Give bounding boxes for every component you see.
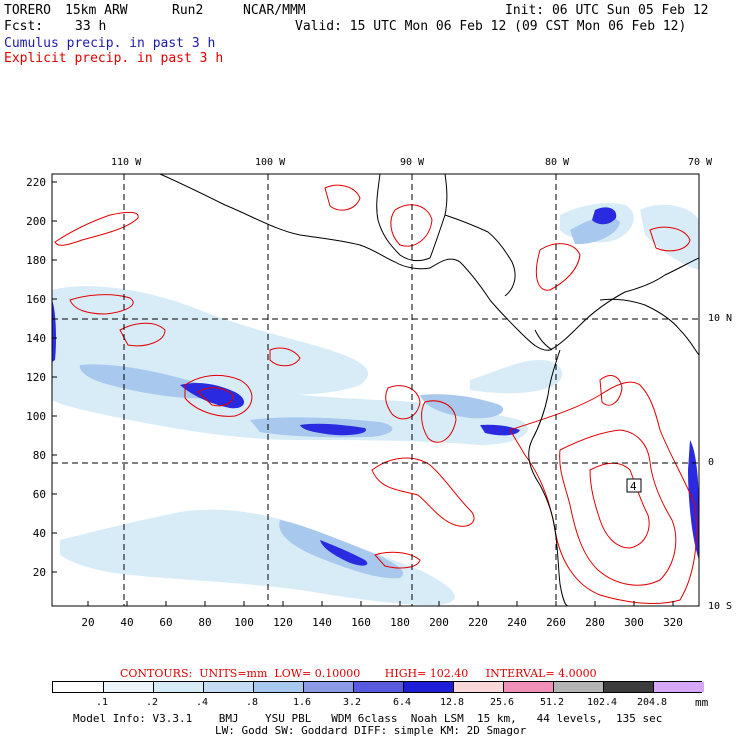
model-info-line2: LW: Godd SW: Goddard DIFF: simple KM: 2D… [215,724,527,737]
x-tick-label: 320 [663,616,683,629]
x-tick-label: 40 [120,616,134,629]
forecast-hour: 33 h [75,19,107,34]
colorbar-label: .8 [245,697,259,708]
station-label: 4 [630,480,637,493]
y-tick-label: 60 [32,488,46,501]
colorbar-label: 102.4 [586,697,618,708]
colorbar-label: 1.6 [292,697,312,708]
colorbar-segment [53,682,103,692]
colorbar-label: 6.4 [392,697,412,708]
colorbar [52,681,704,693]
cumulus-light-shading [52,203,699,606]
colorbar-segment [353,682,404,692]
colorbar-segment [553,682,604,692]
y-tick-label: 160 [26,293,46,306]
x-tick-label: 20 [81,616,95,629]
colorbar-segment [653,682,704,692]
colorbar-label: 12.8 [439,697,465,708]
map-frame [51,173,700,607]
colorbar-segment [503,682,554,692]
contours-high: HIGH= 102.40 [384,667,469,680]
x-tick-label: 180 [390,616,410,629]
colorbar-segment [253,682,304,692]
valid-time: Valid: 15 UTC Mon 06 Feb 12 (09 CST Mon … [295,19,687,34]
y-tick-label: 20 [32,566,46,579]
colorbar-segment [103,682,154,692]
contours-info: CONTOURS: UNITS=mm LOW= 0.10000 HIGH= 10… [120,667,597,680]
run-label: Run2 [172,3,204,18]
x-tick-label: 260 [546,616,566,629]
colorbar-segment [203,682,254,692]
legend-cumulus: Cumulus precip. in past 3 h [4,36,216,51]
y-tick-label: 100 [26,410,46,423]
init-time: Init: 06 UTC Sun 05 Feb 12 [505,3,709,18]
y-tick-label: 200 [26,215,46,228]
x-tick-label: 200 [429,616,449,629]
x-tick-label: 120 [273,616,293,629]
station-marker [626,478,642,493]
colorbar-label: 204.8 [636,697,668,708]
axis-ticks [52,181,674,606]
colorbar-segment [603,682,654,692]
colorbar-unit: mm [695,696,709,709]
colorbar-segment [153,682,204,692]
explicit-precip-contours [54,184,697,604]
lon-label-80w: 80 W [545,157,570,168]
x-tick-label: 80 [198,616,212,629]
x-tick-label: 300 [624,616,644,629]
colorbar-label: .2 [145,697,159,708]
x-tick-label: 140 [312,616,332,629]
model-info-line1: Model Info: V3.3.1 BMJ YSU PBL WDM 6clas… [73,712,663,725]
legend-explicit: Explicit precip. in past 3 h [4,51,224,66]
y-tick-label: 140 [26,332,46,345]
colorbar-segment [303,682,354,692]
colorbar-label: 3.2 [342,697,362,708]
x-tick-label: 100 [234,616,254,629]
graticule [52,174,699,606]
contours-label: CONTOURS: [120,667,193,680]
colorbar-label: .1 [95,697,109,708]
contours-interval: INTERVAL= 4.0000 [485,667,597,680]
y-tick-label: 40 [32,527,46,540]
colorbar-label: 25.6 [489,697,515,708]
forecast-label: Fcst: [4,19,44,34]
lat-label-10s: 10 S [708,601,733,612]
lon-label-90w: 90 W [400,157,425,168]
model-name: TORERO [4,3,51,18]
x-tick-label: 220 [468,616,488,629]
y-tick-label: 120 [26,371,46,384]
lat-label-0: 0 [708,457,715,468]
y-tick-label: 180 [26,254,46,267]
colorbar-label: .4 [195,697,209,708]
organization: NCAR/MMM [243,3,306,18]
colorbar-segment [403,682,454,692]
x-tick-label: 280 [585,616,605,629]
contours-units: UNITS=mm [199,667,268,680]
model-resolution: 15km ARW [65,3,128,18]
y-tick-label: 220 [26,176,46,189]
y-tick-label: 80 [32,449,46,462]
colorbar-label: 51.2 [539,697,565,708]
lat-label-10n: 10 N [708,313,733,324]
contours-low: LOW= 0.10000 [274,667,361,680]
lon-label-110w: 110 W [111,157,142,168]
lon-label-100w: 100 W [255,157,286,168]
coastline [159,174,699,606]
x-tick-label: 160 [351,616,371,629]
lon-label-70w: 70 W [688,157,713,168]
x-tick-label: 60 [159,616,173,629]
colorbar-segment [453,682,504,692]
x-tick-label: 240 [507,616,527,629]
